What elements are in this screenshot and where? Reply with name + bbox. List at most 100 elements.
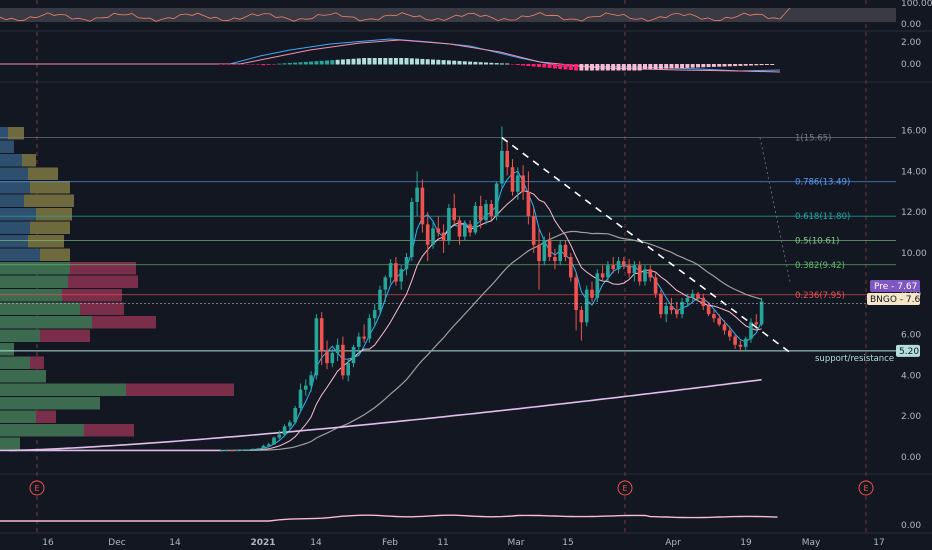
volume-profile-down	[28, 167, 58, 180]
macd-histogram-bar	[330, 60, 335, 65]
earnings-label-0: E	[34, 484, 39, 493]
candle-body	[484, 203, 488, 221]
candle-body	[362, 336, 366, 339]
volume-profile-up	[0, 194, 24, 207]
x-tick-1: Dec	[108, 538, 125, 548]
macd-histogram-bar	[425, 59, 430, 65]
candle-body	[256, 448, 260, 450]
volume-profile-down	[80, 302, 124, 315]
macd-histogram-bar	[690, 64, 695, 68]
macd-histogram-bar	[494, 63, 499, 65]
volume-tick: 0.00	[901, 521, 921, 531]
price-tick-3: 6.00	[901, 331, 921, 341]
x-tick-11: May	[802, 538, 821, 548]
signal-line	[0, 39, 781, 73]
candle-body	[367, 318, 372, 339]
macd-histogram-bar	[287, 62, 292, 65]
candle-body	[282, 426, 287, 435]
volume-profile-down	[92, 316, 156, 329]
price-tick-1: 2.00	[901, 412, 921, 422]
volume-profile-down	[8, 127, 24, 140]
macd-histogram-bar	[611, 64, 616, 71]
candle-body	[245, 449, 250, 451]
candle-body	[675, 310, 679, 315]
x-tick-9: Apr	[665, 538, 681, 548]
candle-body	[500, 150, 504, 184]
volume-pane	[0, 514, 778, 522]
volume-profile-up	[0, 302, 80, 315]
candle-body	[319, 318, 324, 351]
grid-lines	[0, 0, 932, 534]
candle-body	[441, 232, 446, 241]
candle-body	[659, 293, 663, 315]
candle-body	[574, 277, 578, 311]
volume-profile-up	[0, 437, 20, 450]
candlestick-series[interactable]	[219, 126, 764, 452]
macd-histogram-bar	[499, 63, 504, 65]
candle-body	[457, 220, 462, 237]
volume-profile-down	[30, 221, 70, 234]
macd-histogram-bar	[552, 64, 557, 69]
candle-body	[399, 269, 403, 282]
volume-profile-down	[22, 154, 36, 167]
macd-histogram-bar	[409, 58, 414, 65]
candle-body	[627, 265, 631, 274]
macd-histogram-bar	[420, 58, 425, 65]
candle-body	[616, 261, 621, 270]
price-tick-7: 14.00	[901, 167, 927, 177]
ma-medium	[220, 190, 762, 451]
volume-profile-up	[0, 410, 36, 423]
macd-histogram-bar	[717, 64, 722, 67]
volume-profile-up	[0, 383, 126, 396]
candle-body	[447, 208, 451, 241]
macd-histogram-bar	[356, 58, 361, 65]
candle-body	[425, 224, 430, 245]
price-tags: Pre - 7.67 BNGO - 7.62 5.20	[0, 280, 926, 357]
macd-histogram-bar	[261, 64, 266, 66]
price-tick-2: 4.00	[901, 371, 921, 381]
candle-body	[478, 206, 483, 221]
macd-histogram-bar	[627, 64, 632, 71]
macd-histogram-bar	[595, 64, 600, 71]
x-tick-5: Feb	[382, 538, 398, 548]
macd-histogram-bar	[293, 62, 298, 65]
macd-histogram-bar	[378, 58, 382, 65]
trendlines[interactable]	[501, 137, 794, 356]
candle-body	[516, 175, 520, 192]
macd-histogram-bar	[266, 64, 271, 65]
volume-profile-up	[0, 424, 84, 437]
volume-profile-up	[0, 397, 100, 410]
candle-body	[266, 444, 271, 446]
volume-profile-down	[62, 289, 122, 302]
volume-profile-down	[126, 383, 234, 396]
x-tick-0: 16	[42, 538, 54, 548]
macd-histogram-bar	[680, 64, 685, 69]
earnings-label-2: E	[863, 484, 868, 493]
candle-body	[722, 324, 727, 331]
candle-body	[754, 322, 759, 325]
macd-histogram-bar	[643, 64, 647, 70]
candle-body	[304, 385, 308, 390]
macd-histogram-bar	[749, 64, 753, 66]
candle-body	[341, 344, 345, 376]
candle-body	[415, 187, 419, 202]
macd-histogram-bar	[478, 62, 483, 65]
axes: 0.002.004.006.008.0010.0012.0014.0016.00…	[42, 0, 932, 548]
macd-histogram-bar	[277, 63, 282, 65]
earnings-marker-0	[29, 480, 45, 496]
macd-histogram-bar	[754, 64, 759, 66]
macd-histogram-bar	[632, 64, 637, 71]
rsi-line	[0, 7, 791, 22]
candle-body	[473, 206, 478, 233]
candle-body	[701, 297, 706, 306]
macd-histogram-bar	[674, 64, 679, 69]
fibonacci-retracement[interactable]: 1(15.65) 0.786(13.49) 0.618(11.80) 0.5(10.6…	[0, 134, 896, 364]
macd-histogram-bar	[224, 64, 229, 65]
candle-body	[600, 273, 605, 278]
macd-histogram-bar	[759, 64, 764, 66]
macd-histogram-bar	[314, 61, 319, 65]
macd-tick-bottom: 0.00	[901, 60, 921, 70]
candle-body	[749, 322, 753, 339]
